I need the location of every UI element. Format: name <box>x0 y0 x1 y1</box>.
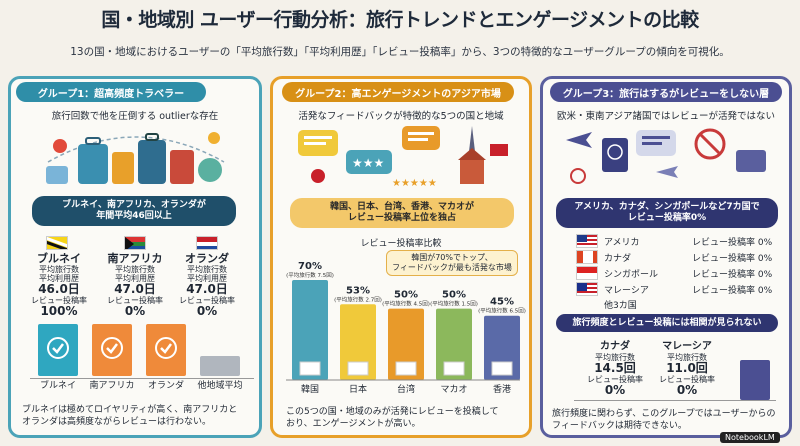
chart-title: レビュー投稿率比較 <box>360 239 442 249</box>
category-label: 台湾 <box>397 383 415 395</box>
group3-note: 旅行頻度に関わらず、このグループではユーザーからの フィードバックは期待できない。 <box>552 409 776 431</box>
group1-note: ブルネイは極めてロイヤリティが高く、南アフリカと オランダは高頻度ながらレビューは… <box>22 405 238 427</box>
usa-flag-icon <box>576 234 598 248</box>
brunei-stats: ブルネイ 平均旅行数 平均利用歴 46.0日 レビュー投稿率 100% <box>31 252 87 318</box>
sub-label: (平均旅行数 1.5回) <box>430 300 478 308</box>
baseline-divider <box>30 378 254 379</box>
group2-subhead: 活発なフィードバックが特徴的な5つの国と地域 <box>298 111 504 122</box>
check-icon <box>155 337 177 359</box>
malaysia-flag-icon <box>576 282 598 296</box>
others-label: 他3カ国 <box>604 301 637 311</box>
flag-icon <box>443 361 465 376</box>
bar-label: 南アフリカ <box>89 381 135 391</box>
group3-highlight-pill: アメリカ、カナダ、シンガポールなど7カ国で レビュー投稿率0% <box>556 198 778 228</box>
value-label: 50% <box>442 290 466 301</box>
notebooklm-brand: NotebookLM <box>720 432 780 443</box>
check-icon <box>101 337 123 359</box>
no-review-illustration-icon <box>566 128 766 184</box>
value-label: 53% <box>346 285 370 296</box>
check-icon <box>47 337 69 359</box>
flag-icon <box>395 361 417 376</box>
sub-label: (平均旅行数 2.7回) <box>334 295 382 303</box>
correlation-pill: 旅行頻度とレビュー投稿には相関が見られない <box>556 314 778 332</box>
group1-highlight-pill: ブルネイ、南アフリカ、オランダが 年間平均46回以上 <box>32 196 236 226</box>
svg-text:★★★: ★★★ <box>352 156 384 170</box>
flag-icon <box>491 361 513 376</box>
sub-label: (平均旅行数 6.5回) <box>478 307 526 315</box>
bar-group3 <box>740 360 770 400</box>
page-subtitle: 13の国・地域におけるユーザーの「平均旅行数」「平均利用歴」「レビュー投稿率」か… <box>70 46 730 58</box>
group1-subhead: 旅行回数で他を圧倒する outlierな存在 <box>51 111 219 122</box>
group2-note: この5つの国・地域のみが活発にレビューを投稿して おり、エンゲージメントが高い。 <box>286 407 499 429</box>
category-label: マカオ <box>440 384 467 395</box>
group3-subhead: 欧米・東南アジア諸国ではレビューが活発ではない <box>556 111 776 122</box>
list-item: シンガポール レビュー投稿率 0% <box>576 266 772 280</box>
bar-label: 他地域平均 <box>197 381 243 391</box>
list-item: アメリカ レビュー投稿率 0% <box>576 234 772 248</box>
group2-highlight-pill: 韓国、日本、台湾、香港、マカオが レビュー投稿率上位を独占 <box>290 198 514 228</box>
canada-flag-icon <box>576 250 598 264</box>
malaysia-stats: マレーシア 平均旅行数 11.0回 レビュー投稿率 0% <box>659 341 715 397</box>
svg-text:★★★★★: ★★★★★ <box>392 178 437 189</box>
flag-icon <box>299 361 321 376</box>
bar-1 <box>340 304 376 380</box>
bar-0 <box>292 280 328 380</box>
south-africa-flag-icon <box>124 236 146 250</box>
value-label: 70% <box>298 261 322 272</box>
group1-header: グループ1：超高頻度トラベラー <box>16 82 206 102</box>
canada-stats: カナダ 平均旅行数 14.5回 レビュー投稿率 0% <box>587 341 643 397</box>
netherlands-flag-icon <box>196 236 218 250</box>
luggage-illustration-icon <box>46 132 225 184</box>
bar-label: ブルネイ <box>39 381 76 391</box>
category-label: 香港 <box>493 383 511 395</box>
bar-other-average <box>200 356 240 376</box>
value-label: 45% <box>490 297 514 308</box>
flag-icon <box>347 361 369 376</box>
netherlands-stats: オランダ 平均旅行数 平均利用歴 47.0日 レビュー投稿率 0% <box>179 252 235 318</box>
bar-label: オランダ <box>147 381 184 391</box>
top-market-callout: 韓国が70%でトップ、 フィードバックが最も活発な市場 <box>386 250 518 276</box>
page-title: 国・地域別 ユーザー行動分析：旅行トレンドとエンゲージメントの比較 <box>101 9 699 31</box>
singapore-flag-icon <box>576 266 598 280</box>
list-item: カナダ レビュー投稿率 0% <box>576 250 772 264</box>
group2-header: グループ2：高エンゲージメントのアジア市場 <box>282 82 514 102</box>
category-label: 日本 <box>349 383 367 395</box>
category-label: 韓国 <box>301 384 319 395</box>
sub-label: (平均旅行数 4.5回) <box>382 300 430 308</box>
sub-label: (平均旅行数 7.5回) <box>286 271 334 279</box>
value-label: 50% <box>394 290 418 301</box>
feedback-illustration-icon: ★★★ ★★★★★ <box>298 126 508 189</box>
brunei-flag-icon <box>46 236 68 250</box>
list-item: マレーシア レビュー投稿率 0% <box>576 282 772 296</box>
baseline-divider <box>574 400 776 401</box>
group3-header: グループ3：旅行はするがレビューをしない層 <box>550 82 782 102</box>
south-africa-stats: 南アフリカ 平均旅行数 平均利用歴 47.0日 レビュー投稿率 0% <box>107 252 163 318</box>
